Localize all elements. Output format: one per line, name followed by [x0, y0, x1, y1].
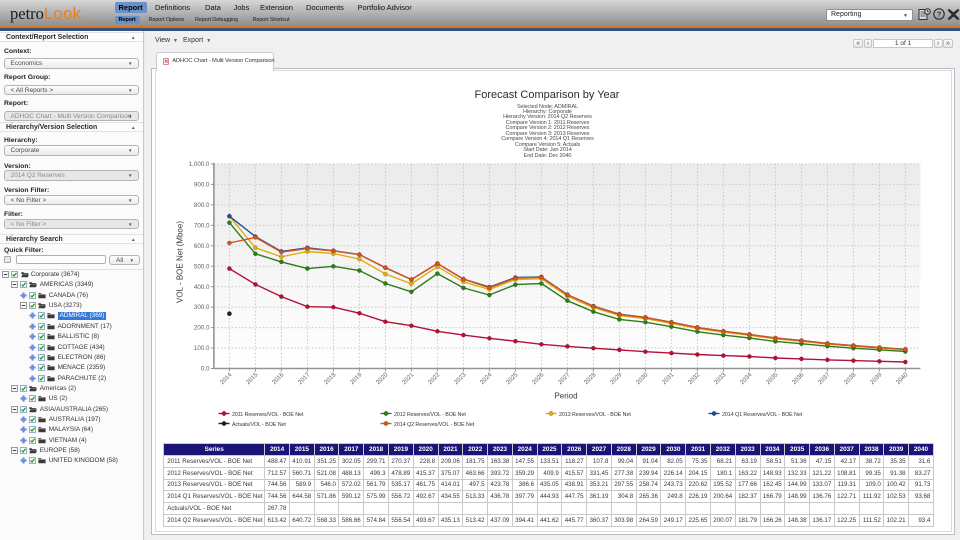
svg-text:2018: 2018	[323, 371, 338, 386]
svg-text:?: ?	[937, 10, 942, 19]
svg-text:2033: 2033	[713, 371, 728, 386]
svg-text:2038: 2038	[843, 371, 858, 386]
svg-text:2039: 2039	[869, 371, 884, 386]
svg-text:2015: 2015	[245, 371, 260, 386]
svg-text:2016: 2016	[271, 371, 286, 386]
svg-text:2023: 2023	[453, 371, 468, 386]
svg-text:2022: 2022	[427, 371, 442, 386]
svg-text:2014: 2014	[219, 371, 234, 386]
svg-text:2025: 2025	[505, 371, 520, 386]
svg-text:300.0: 300.0	[194, 304, 210, 311]
svg-text:2027: 2027	[557, 371, 572, 386]
svg-text:Period: Period	[554, 392, 577, 401]
svg-text:2017: 2017	[297, 371, 312, 386]
svg-text:2037: 2037	[817, 371, 832, 386]
svg-text:2032: 2032	[687, 371, 702, 386]
svg-text:700.0: 700.0	[194, 222, 210, 229]
svg-text:2035: 2035	[765, 371, 780, 386]
svg-text:2034: 2034	[739, 371, 754, 386]
svg-text:2031: 2031	[661, 371, 676, 386]
svg-text:0.0: 0.0	[201, 366, 210, 373]
svg-text:2036: 2036	[791, 371, 806, 386]
svg-text:2024: 2024	[479, 371, 494, 386]
svg-text:2026: 2026	[531, 371, 546, 386]
svg-text:800.0: 800.0	[194, 202, 210, 209]
svg-text:500.0: 500.0	[194, 263, 210, 270]
svg-text:1,000.0: 1,000.0	[189, 161, 210, 168]
svg-text:2040: 2040	[895, 371, 910, 386]
svg-text:2029: 2029	[609, 371, 624, 386]
svg-text:400.0: 400.0	[194, 284, 210, 291]
svg-text:2030: 2030	[635, 371, 650, 386]
svg-text:2019: 2019	[349, 371, 364, 386]
svg-text:2021: 2021	[401, 371, 416, 386]
svg-text:2020: 2020	[375, 371, 390, 386]
svg-text:200.0: 200.0	[194, 325, 210, 332]
svg-text:VOL - BOE Net (Mboe): VOL - BOE Net (Mboe)	[176, 221, 185, 303]
svg-text:2028: 2028	[583, 371, 598, 386]
svg-text:900.0: 900.0	[194, 182, 210, 189]
svg-text:600.0: 600.0	[194, 243, 210, 250]
svg-text:100.0: 100.0	[194, 345, 210, 352]
